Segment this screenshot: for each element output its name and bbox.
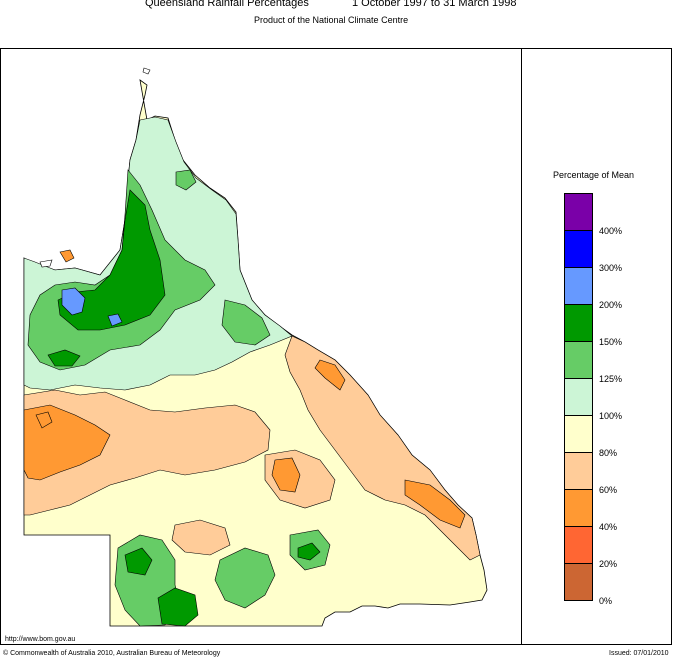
region-200-300-small (107, 313, 123, 327)
legend-swatch (564, 341, 593, 379)
region-150-200-south (157, 587, 199, 627)
region-40-60-gulf (59, 249, 75, 263)
legend-label: 20% (599, 559, 618, 569)
legend-label: 200% (599, 300, 623, 310)
footer-url: http://www.bom.gov.au (5, 636, 76, 643)
region-125-150-south (214, 547, 276, 609)
legend-swatch (564, 452, 593, 490)
region-40-60-central (271, 457, 301, 493)
legend-swatch (564, 378, 593, 416)
region-60-80-southcentral (171, 519, 231, 556)
region-150-200-west (47, 349, 81, 367)
legend-swatch (564, 563, 593, 601)
legend-swatch (564, 230, 593, 268)
legend-swatch (564, 193, 593, 231)
map-frame (0, 48, 672, 645)
region-40-60-westsmall (35, 411, 53, 429)
legend-label: 400% (599, 226, 623, 236)
legend-swatch (564, 267, 593, 305)
map-subtitle: Product of the National Climate Centre (254, 15, 409, 25)
map-title: Queensland Rainfall Percentages (145, 0, 309, 9)
region-150-200-southeast (297, 542, 321, 561)
legend-label: 150% (599, 337, 623, 347)
footer-issued: Issued: 07/01/2010 (609, 650, 669, 657)
region-200-300-gulf (61, 287, 86, 316)
legend-swatch (564, 415, 593, 453)
footer-copyright: © Commonwealth of Australia 2010, Austra… (3, 650, 221, 657)
region-40-60-southcoast (404, 479, 466, 529)
legend-label: 80% (599, 448, 618, 458)
map-period: 1 October 1997 to 31 March 1998 (352, 0, 517, 9)
legend-label: 60% (599, 485, 618, 495)
region-150-200-cape (57, 189, 166, 331)
legend-swatch (564, 526, 593, 564)
legend-label: 100% (599, 411, 623, 421)
legend-swatch (564, 304, 593, 342)
legend-title: Percentage of Mean (553, 170, 635, 180)
island-torres (142, 67, 151, 75)
legend-label: 300% (599, 263, 623, 273)
legend-label: 125% (599, 374, 623, 384)
island-mornington (39, 259, 53, 268)
legend-label: 40% (599, 522, 618, 532)
region-125-150-east (221, 299, 271, 346)
region-40-60-coast (314, 359, 346, 391)
region-125-150-topnorth (175, 169, 197, 191)
legend-label: 0% (599, 596, 613, 606)
legend-swatch (564, 489, 593, 527)
legend-divider (521, 48, 522, 645)
region-150-200-southwest (124, 547, 153, 576)
map-title-row: Queensland Rainfall Percentages 1 Octobe… (0, 0, 674, 11)
